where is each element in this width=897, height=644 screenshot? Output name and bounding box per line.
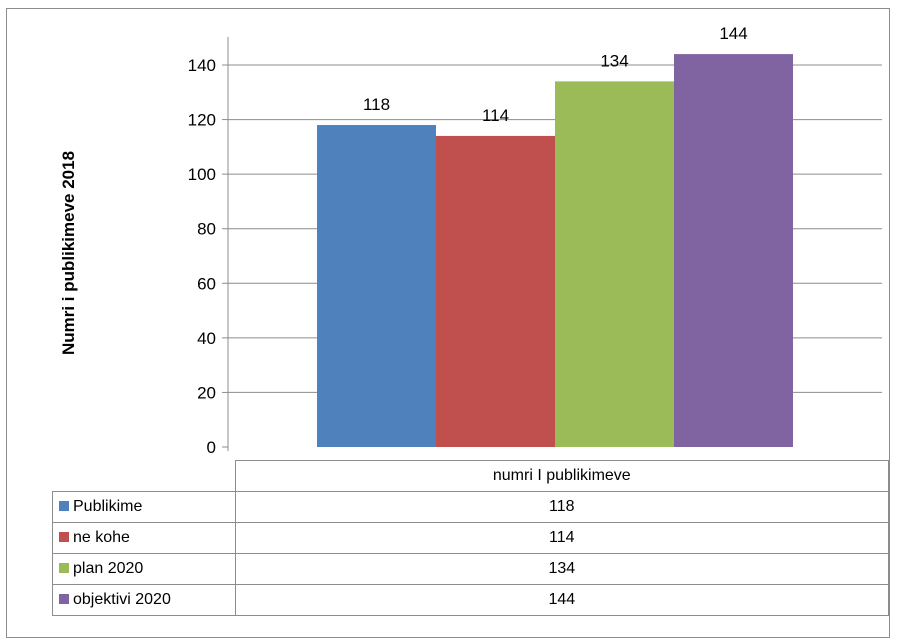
data-label: 118 bbox=[363, 95, 390, 114]
bars bbox=[317, 54, 793, 448]
bar bbox=[436, 135, 555, 447]
y-tick-label: 60 bbox=[197, 274, 216, 293]
legend-key-swatch bbox=[59, 563, 69, 573]
legend-entry: plan 2020 bbox=[52, 553, 236, 585]
y-tick-label: 20 bbox=[197, 383, 216, 402]
y-tick-label: 120 bbox=[188, 111, 216, 130]
legend-label: plan 2020 bbox=[73, 560, 144, 577]
data-table-row: objektivi 2020 144 bbox=[52, 584, 890, 616]
legend-entry: Publikime bbox=[52, 491, 236, 523]
data-table-header-row: numri I publikimeve bbox=[52, 460, 890, 492]
legend-entry: objektivi 2020 bbox=[52, 584, 236, 616]
chart-frame: 0 20 40 60 80 100 120 140 118 114 134 144 Numri i … bbox=[6, 8, 890, 638]
bar bbox=[317, 125, 436, 448]
bar bbox=[555, 81, 674, 447]
y-axis-label: Numri i publikimeve 2018 bbox=[59, 150, 78, 356]
data-label: 144 bbox=[719, 24, 747, 43]
y-tick-label: 140 bbox=[188, 56, 216, 75]
bar bbox=[674, 54, 793, 447]
legend-label: objektivi 2020 bbox=[73, 591, 171, 608]
y-tick-label: 0 bbox=[207, 438, 216, 457]
bar-chart: 0 20 40 60 80 100 120 140 118 114 134 144 bbox=[188, 24, 882, 457]
data-label: 134 bbox=[600, 51, 628, 70]
table-value: 118 bbox=[234, 491, 890, 523]
table-value: 114 bbox=[234, 522, 890, 554]
legend-key-swatch bbox=[59, 501, 69, 511]
y-tick-label: 100 bbox=[188, 165, 216, 184]
data-table-row: plan 2020 134 bbox=[52, 553, 890, 585]
y-tick-label: 80 bbox=[197, 220, 216, 239]
legend-entry: ne kohe bbox=[52, 522, 236, 554]
table-value: 144 bbox=[234, 584, 890, 616]
legend-key-swatch bbox=[59, 594, 69, 604]
legend-label: Publikime bbox=[73, 498, 143, 515]
data-table: numri I publikimeve Publikime 118 ne koh… bbox=[52, 460, 890, 616]
data-labels: 118 114 134 144 bbox=[363, 24, 748, 125]
legend-key-swatch bbox=[59, 532, 69, 542]
y-tick-labels: 0 20 40 60 80 100 120 140 bbox=[188, 56, 216, 457]
data-table-row: ne kohe 114 bbox=[52, 522, 890, 554]
data-table-row: Publikime 118 bbox=[52, 491, 890, 523]
y-tick-label: 40 bbox=[197, 329, 216, 348]
data-table-corner bbox=[52, 460, 236, 492]
data-label: 114 bbox=[482, 106, 509, 125]
legend-label: ne kohe bbox=[73, 529, 130, 546]
category-label: numri I publikimeve bbox=[234, 460, 890, 492]
table-value: 134 bbox=[234, 553, 890, 585]
